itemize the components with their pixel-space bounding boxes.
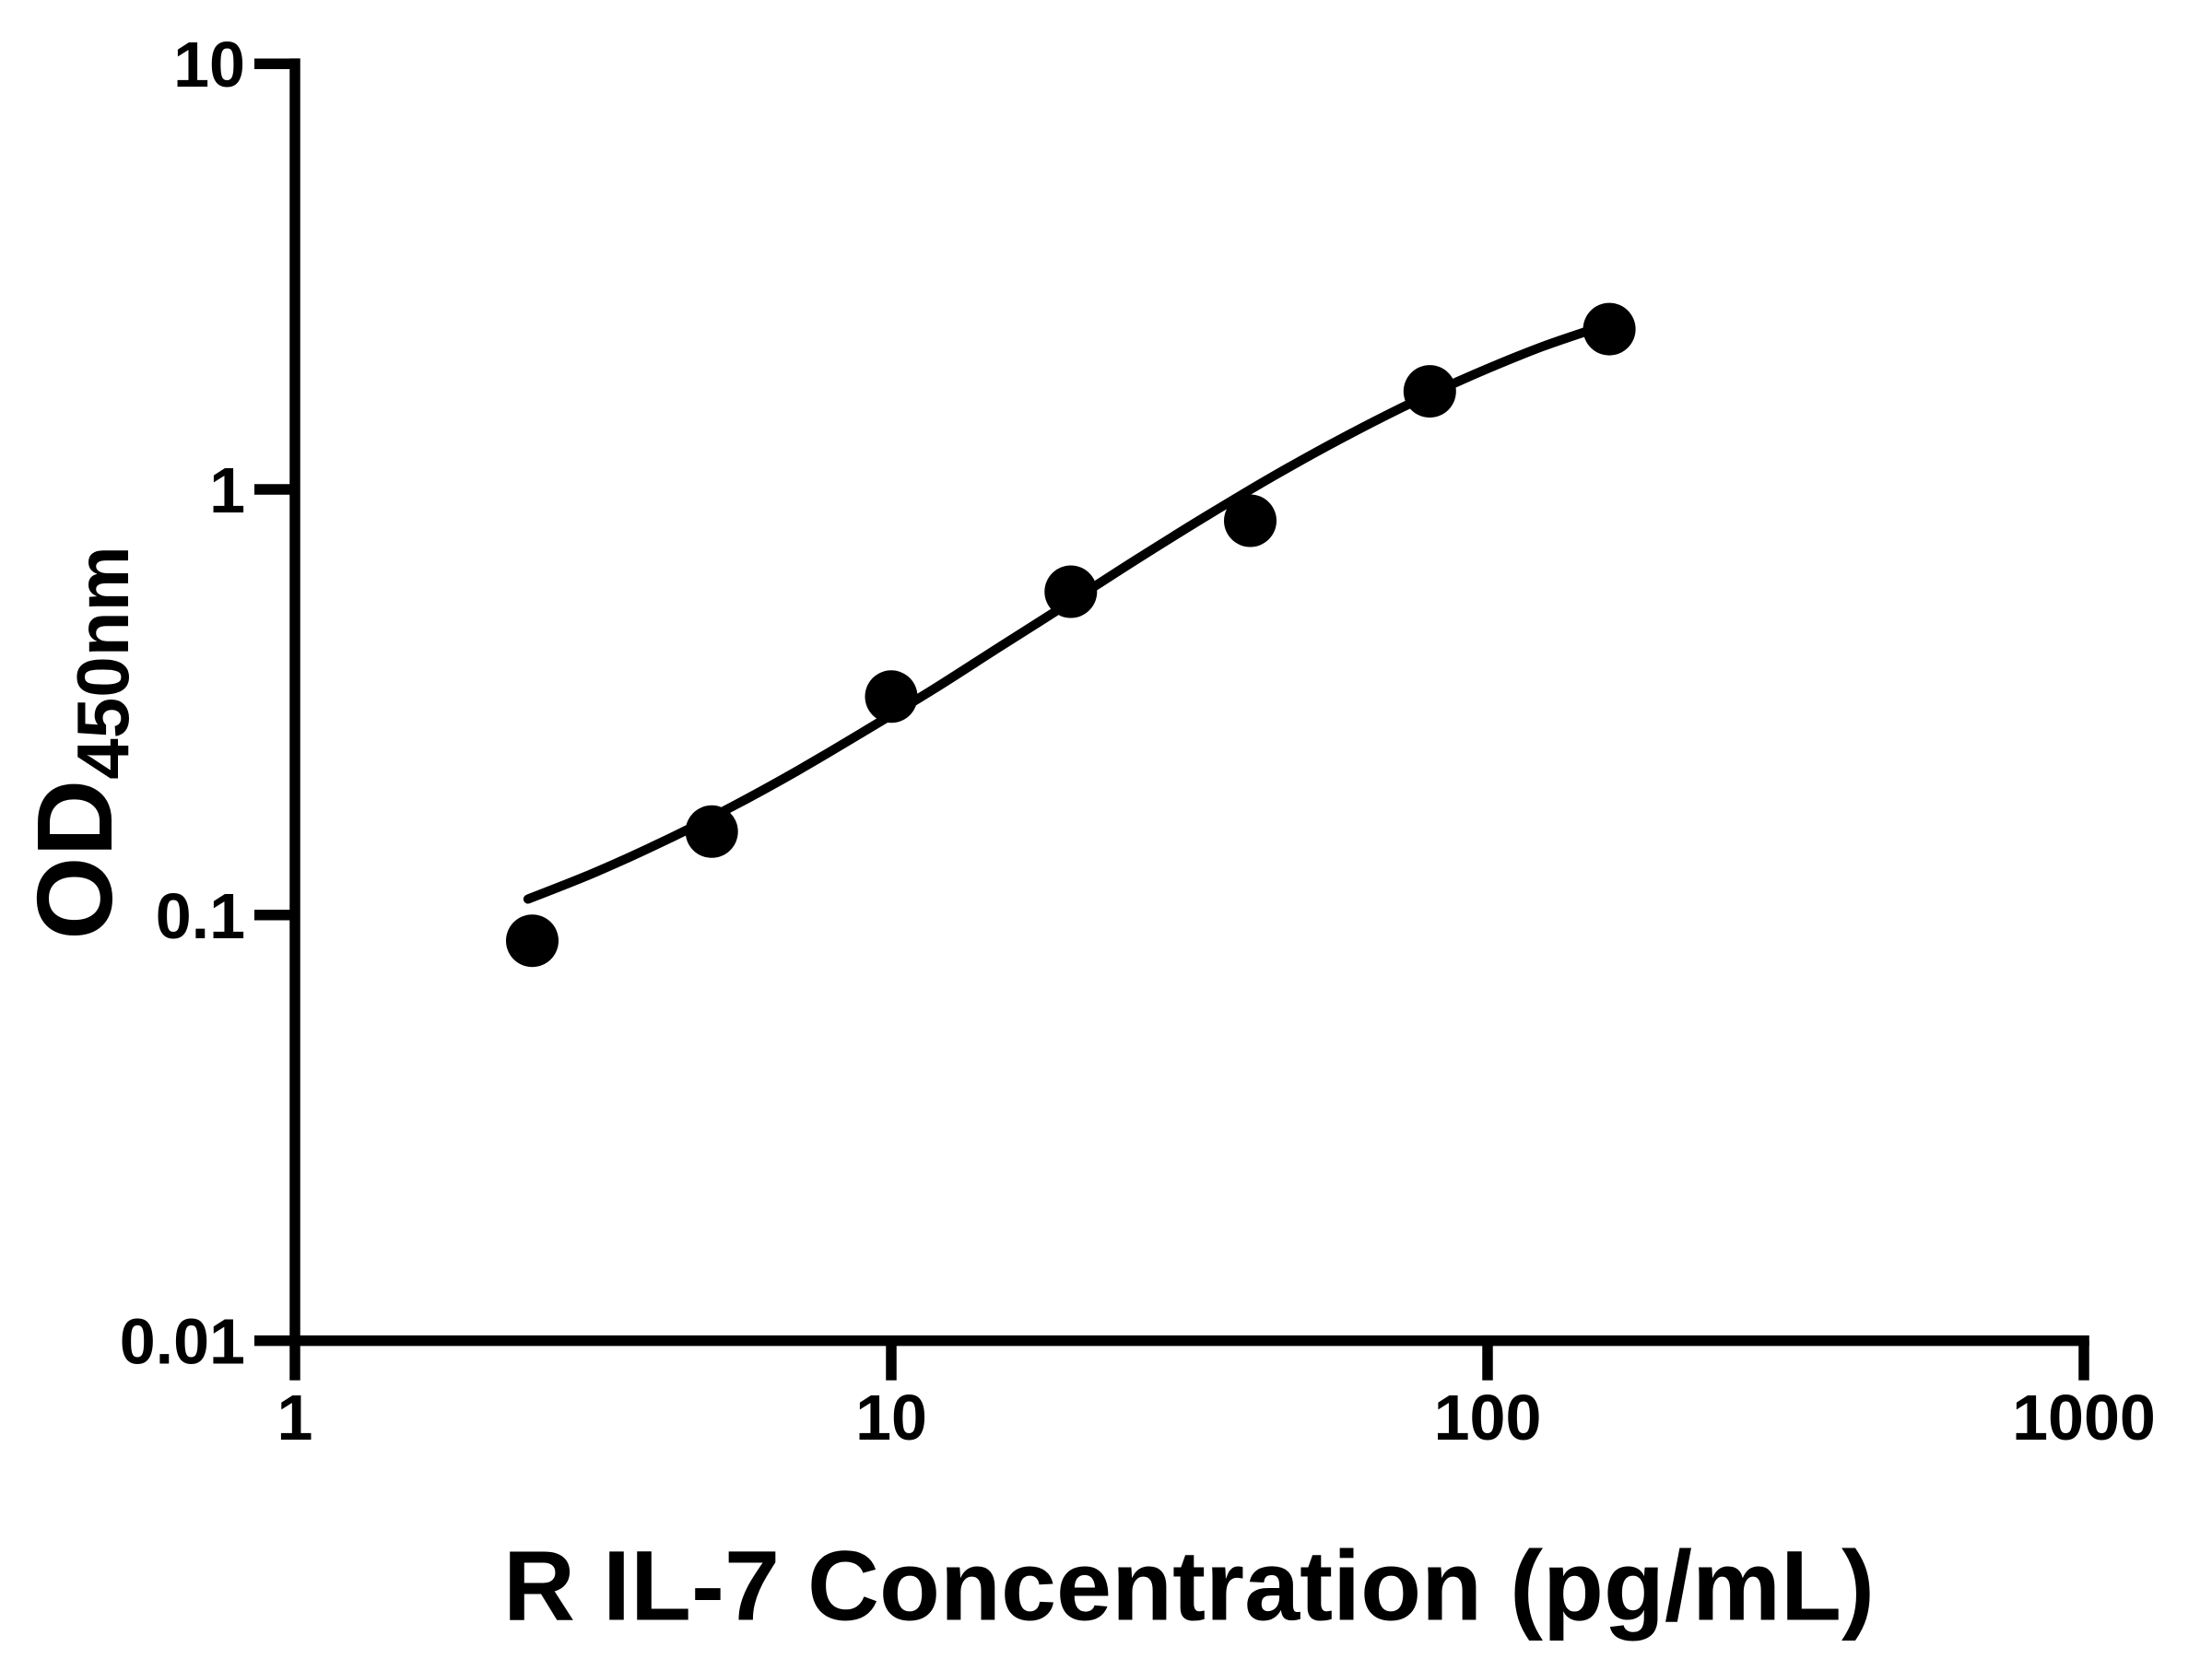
x-tick-label: 10 [855,1382,927,1453]
data-point [1044,565,1098,618]
data-point [506,914,559,968]
x-tick-label: 100 [1434,1382,1542,1453]
data-point [1583,302,1636,356]
data-point [1403,365,1456,418]
x-axis-title-text: R IL-7 Concentration (pg/mL) [503,1529,1875,1641]
y-tick-label: 1 [209,454,245,526]
data-point [685,805,738,858]
data-point [1224,494,1277,547]
data-point [865,670,918,724]
y-axis-title: OD450nm [13,546,146,939]
y-axis-title-subscript: 450nm [61,546,144,780]
y-tick-label: 0.1 [156,880,245,952]
x-axis-title: R IL-7 Concentration (pg/mL) [503,1528,1875,1643]
y-tick-label: 0.01 [120,1306,245,1378]
x-tick-label: 1000 [2012,1382,2156,1453]
x-tick-label: 1 [277,1382,313,1453]
y-axis-title-base: OD [15,779,135,940]
y-tick-label: 10 [173,29,245,100]
